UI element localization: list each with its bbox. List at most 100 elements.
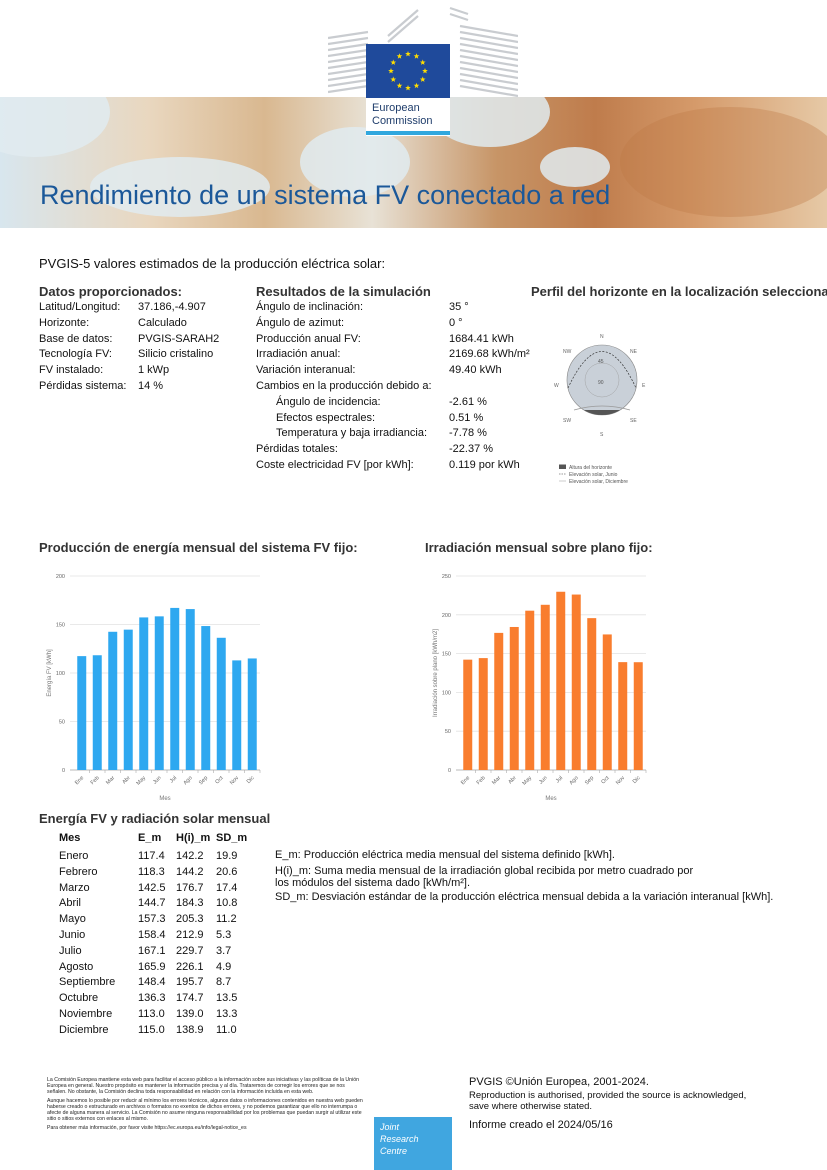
provided-label: Base de datos: bbox=[39, 332, 113, 345]
bar bbox=[170, 607, 180, 770]
table-cell: 212.9 bbox=[176, 928, 204, 941]
page-title: Rendimiento de un sistema FV conectado a… bbox=[40, 180, 611, 210]
table-cell: 174.7 bbox=[176, 992, 204, 1005]
simulation-label: Irradiación anual: bbox=[256, 348, 341, 361]
x-tick-label: Feb bbox=[476, 775, 487, 786]
x-tick-label: Nov bbox=[615, 775, 626, 786]
bar bbox=[494, 632, 504, 770]
y-tick-label: 250 bbox=[442, 574, 451, 580]
provided-label: Horizonte: bbox=[39, 316, 90, 329]
y-axis-label: Irradiación sobre plano [kWh/m2] bbox=[433, 629, 439, 717]
table-cell: 10.8 bbox=[216, 897, 238, 910]
table-cell: 229.7 bbox=[176, 944, 204, 957]
bar bbox=[92, 655, 102, 770]
bar bbox=[232, 660, 242, 770]
simulation-row: Temperatura y baja irradiancia: -7.78 % bbox=[256, 426, 556, 442]
bar bbox=[463, 659, 473, 770]
ring-45-label: 45 bbox=[598, 359, 604, 365]
table-cell: Julio bbox=[59, 944, 82, 957]
table-row: Septiembre 148.4 195.7 8.7 bbox=[59, 975, 252, 991]
table-row: Julio 167.1 229.7 3.7 bbox=[59, 944, 252, 960]
energy-chart-title: Producción de energía mensual del sistem… bbox=[39, 540, 358, 555]
table-cell: 184.3 bbox=[176, 897, 204, 910]
simulation-label: Variación interanual: bbox=[256, 364, 356, 377]
table-cell: Febrero bbox=[59, 865, 98, 878]
note-em: E_m: Producción eléctrica media mensual … bbox=[275, 849, 615, 861]
bar bbox=[540, 604, 550, 770]
report-subtitle: PVGIS-5 valores estimados de la producci… bbox=[39, 256, 386, 271]
provided-label: Tecnología FV: bbox=[39, 348, 112, 361]
x-tick-label: Nov bbox=[229, 775, 240, 786]
table-cell: Septiembre bbox=[59, 976, 116, 989]
eu-star-icon bbox=[388, 68, 394, 74]
disclaimer-text: La Comisión Europea mantiene esta web pa… bbox=[47, 1077, 363, 1131]
simulation-value: 0.119 por kWh bbox=[449, 458, 520, 471]
table-cell: 205.3 bbox=[176, 913, 204, 926]
table-row: Enero 117.4 142.2 19.9 bbox=[59, 849, 252, 865]
horizon-height-area bbox=[567, 410, 637, 415]
table-cell: 115.0 bbox=[138, 1023, 165, 1036]
table-cell: 11.2 bbox=[216, 913, 237, 926]
irradiation-monthly-chart: 0 50 100 150 200 250 Ene Feb Mar Abr May Jun Jul Ago S… bbox=[433, 574, 647, 802]
bar bbox=[77, 656, 87, 770]
table-row: Marzo 142.5 176.7 17.4 bbox=[59, 881, 252, 897]
table-cell: 157.3 bbox=[138, 913, 166, 926]
eu-star-icon bbox=[390, 76, 397, 82]
bar bbox=[556, 591, 566, 770]
table-cell: 3.7 bbox=[216, 944, 232, 957]
compass-nw: NW bbox=[563, 349, 572, 355]
table-row: Diciembre 115.0 138.9 11.0 bbox=[59, 1023, 252, 1039]
y-tick-label: 150 bbox=[442, 652, 451, 658]
x-tick-label: Mar bbox=[105, 775, 116, 786]
provided-value: Calculado bbox=[138, 316, 187, 329]
table-row: Octubre 136.3 174.7 13.5 bbox=[59, 991, 252, 1007]
y-tick-label: 50 bbox=[59, 720, 65, 726]
simulation-value: 0.51 % bbox=[449, 411, 484, 424]
provided-value: 14 % bbox=[138, 379, 164, 392]
simulation-row: Irradiación anual: 2169.68 kWh/m² bbox=[256, 347, 556, 363]
table-cell: 4.9 bbox=[216, 960, 232, 973]
simulation-row: Ángulo de incidencia: -2.61 % bbox=[256, 395, 556, 411]
x-tick-label: May bbox=[136, 775, 148, 787]
x-tick-label: Jun bbox=[152, 775, 163, 786]
eu-star-icon bbox=[419, 76, 426, 82]
x-tick-label: Abr bbox=[507, 775, 517, 785]
provided-value: 1 kWp bbox=[138, 364, 170, 377]
simulation-heading: Resultados de la simulación bbox=[256, 284, 431, 299]
table-cell: Octubre bbox=[59, 992, 99, 1005]
y-tick-label: 0 bbox=[62, 768, 65, 774]
simulation-label: Producción anual FV: bbox=[256, 332, 361, 345]
table-row: Agosto 165.9 226.1 4.9 bbox=[59, 960, 252, 976]
table-cell: 142.5 bbox=[138, 881, 166, 894]
copyright-text: PVGIS ©Unión Europea, 2001-2024. bbox=[469, 1076, 649, 1088]
provided-row: Base de datos: PVGIS-SARAH2 bbox=[39, 332, 219, 348]
simulation-row: Variación interanual: 49.40 kWh bbox=[256, 363, 556, 379]
x-tick-label: Jul bbox=[555, 775, 564, 784]
table-cell: 176.7 bbox=[176, 881, 204, 894]
report-date: Informe creado el 2024/05/16 bbox=[469, 1119, 613, 1131]
simulation-label: Pérdidas totales: bbox=[256, 443, 338, 456]
provided-data-heading: Datos proporcionados: bbox=[39, 284, 183, 299]
eu-star-icon bbox=[405, 51, 411, 57]
table-cell: 20.6 bbox=[216, 865, 238, 878]
table-cell: 158.4 bbox=[138, 928, 166, 941]
compass-sw: SW bbox=[563, 418, 571, 424]
table-cell: 118.3 bbox=[138, 865, 165, 878]
table-cell: 13.5 bbox=[216, 992, 238, 1005]
bar bbox=[201, 626, 211, 770]
horizon-legend: Altura del horizonte Elevación solar, Ju… bbox=[559, 464, 628, 485]
simulation-value: 35 ° bbox=[449, 301, 469, 313]
eu-star-icon bbox=[396, 53, 403, 59]
bar bbox=[108, 631, 118, 770]
table-cell: 142.2 bbox=[176, 850, 204, 862]
table-header-cell: H(i)_m bbox=[176, 832, 211, 844]
simulation-row: Producción anual FV: 1684.41 kWh bbox=[256, 332, 556, 348]
table-cell: 226.1 bbox=[176, 960, 204, 973]
reproduction-text: Reproduction is authorised, provided the… bbox=[469, 1090, 747, 1112]
commission-logo-text: European Commission bbox=[372, 102, 433, 127]
y-tick-label: 50 bbox=[445, 729, 451, 735]
provided-label: Pérdidas sistema: bbox=[39, 379, 127, 392]
x-tick-label: Oct bbox=[600, 775, 611, 786]
x-tick-label: Jun bbox=[538, 775, 549, 786]
horizon-profile-chart: 45 90 N NE E SE S SW W NW bbox=[554, 334, 646, 438]
